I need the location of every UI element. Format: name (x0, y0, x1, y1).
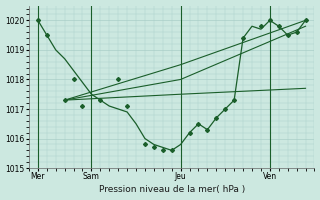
X-axis label: Pression niveau de la mer( hPa ): Pression niveau de la mer( hPa ) (99, 185, 245, 194)
